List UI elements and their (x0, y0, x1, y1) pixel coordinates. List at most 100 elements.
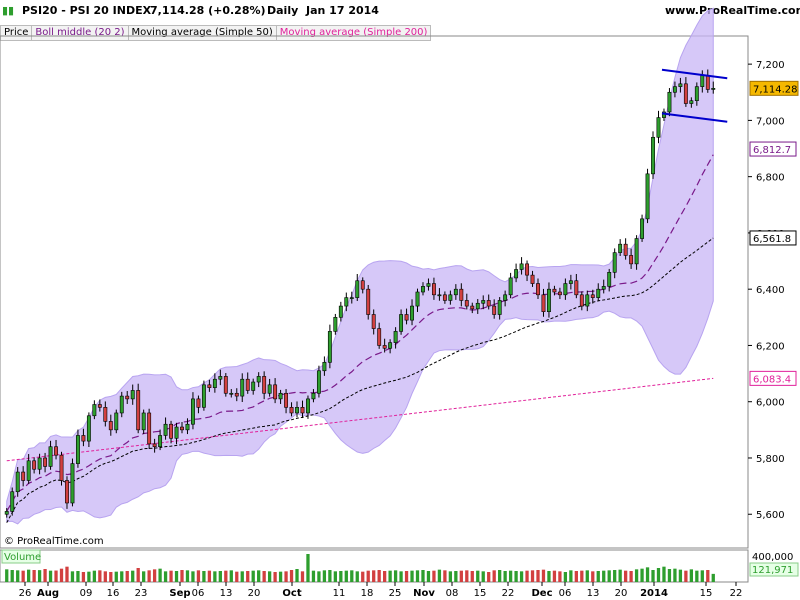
volume-bar (257, 570, 261, 582)
x-tick-label: 25 (389, 588, 402, 599)
boll-middle-value-tag: 6,812.7 (753, 145, 791, 156)
candle (70, 458, 75, 507)
candle (366, 284, 371, 320)
candle (316, 365, 321, 398)
candle-body (97, 404, 102, 408)
volume-bar (109, 572, 113, 582)
candle-body (355, 280, 360, 298)
candle (327, 324, 332, 369)
volume-bar (229, 570, 233, 582)
candle-body (37, 457, 42, 470)
candle (4, 508, 9, 518)
candle-body (43, 457, 48, 467)
candle-body (694, 86, 699, 102)
candle-body (152, 443, 157, 448)
volume-last-box (749, 562, 799, 577)
candle-body (141, 412, 146, 431)
candle-body (612, 252, 617, 273)
candle-body (651, 136, 655, 175)
candle (442, 291, 447, 304)
volume-bar (591, 571, 595, 582)
candle (75, 429, 80, 468)
candle (530, 270, 535, 287)
volume-bar (711, 573, 715, 582)
candle-body (26, 460, 31, 481)
legend-ma200[interactable]: Moving average (Simple 200) (275, 25, 432, 41)
volume-bar (508, 570, 513, 582)
volume-bar (207, 570, 212, 582)
volume-bar (295, 569, 299, 582)
volume-bar (541, 569, 546, 582)
candle-body (75, 435, 80, 464)
volume-bar (361, 571, 365, 582)
candle-body (273, 384, 278, 400)
candle (10, 487, 15, 516)
candle (585, 290, 590, 312)
candle (431, 277, 436, 300)
candle-body (590, 294, 595, 298)
candle-body (114, 412, 119, 431)
candle (393, 327, 398, 349)
volume-bar (503, 571, 507, 582)
candle-body (59, 454, 64, 481)
candle (218, 369, 223, 386)
candle-body (174, 426, 179, 439)
volume-bar (267, 571, 272, 582)
candle (470, 302, 475, 314)
x-tick-label: Aug (37, 588, 59, 599)
candle (191, 392, 195, 430)
candle (612, 248, 617, 279)
candle-body (15, 471, 20, 493)
boll-middle-line (6, 154, 714, 512)
volume-bar (700, 570, 704, 582)
candle (453, 284, 458, 300)
candle (355, 273, 360, 302)
candle (459, 283, 464, 307)
volume-bar (552, 570, 557, 582)
volume-label: Volume (4, 552, 41, 563)
volume-bar (81, 572, 86, 582)
candle (568, 274, 573, 290)
volume-bar (59, 568, 64, 582)
volume-bar (651, 570, 655, 582)
volume-bar (574, 571, 578, 582)
candle (240, 373, 245, 402)
indicator-legend: Price Boll middle (20 2) Moving average (S… (0, 20, 432, 41)
x-tick-label: 20 (248, 588, 261, 599)
candle (448, 290, 453, 305)
candle (21, 466, 26, 487)
candle (174, 422, 179, 445)
volume-bar (372, 570, 376, 582)
legend-ma50[interactable]: Moving average (Simple 50) (127, 25, 277, 41)
volume-bar (393, 570, 398, 582)
site-url[interactable]: www.ProRealTime.com (665, 4, 800, 17)
candle (410, 299, 414, 326)
volume-bar (54, 570, 58, 582)
candle (267, 378, 272, 397)
candle (196, 395, 201, 414)
candle-body (492, 305, 497, 315)
candle (300, 400, 305, 419)
volume-bar (339, 571, 343, 582)
candle-body (563, 283, 568, 296)
candle-body (547, 288, 551, 312)
candle (547, 282, 551, 318)
candle (262, 371, 267, 400)
candle-body (306, 398, 310, 414)
trendline-lower (661, 112, 728, 123)
candle (388, 339, 393, 354)
candle-body (65, 480, 69, 504)
volume-bar (476, 570, 480, 582)
candle-body (393, 331, 398, 343)
candle-body (163, 423, 168, 436)
volume-bar (569, 570, 573, 582)
candle (590, 289, 595, 304)
candle-body (525, 263, 529, 276)
candle-body (158, 435, 163, 448)
candle-body (207, 384, 212, 388)
candle (43, 452, 48, 473)
candle (141, 409, 146, 435)
candle-body (503, 294, 508, 301)
legend-boll[interactable]: Boll middle (20 2) (31, 25, 129, 41)
